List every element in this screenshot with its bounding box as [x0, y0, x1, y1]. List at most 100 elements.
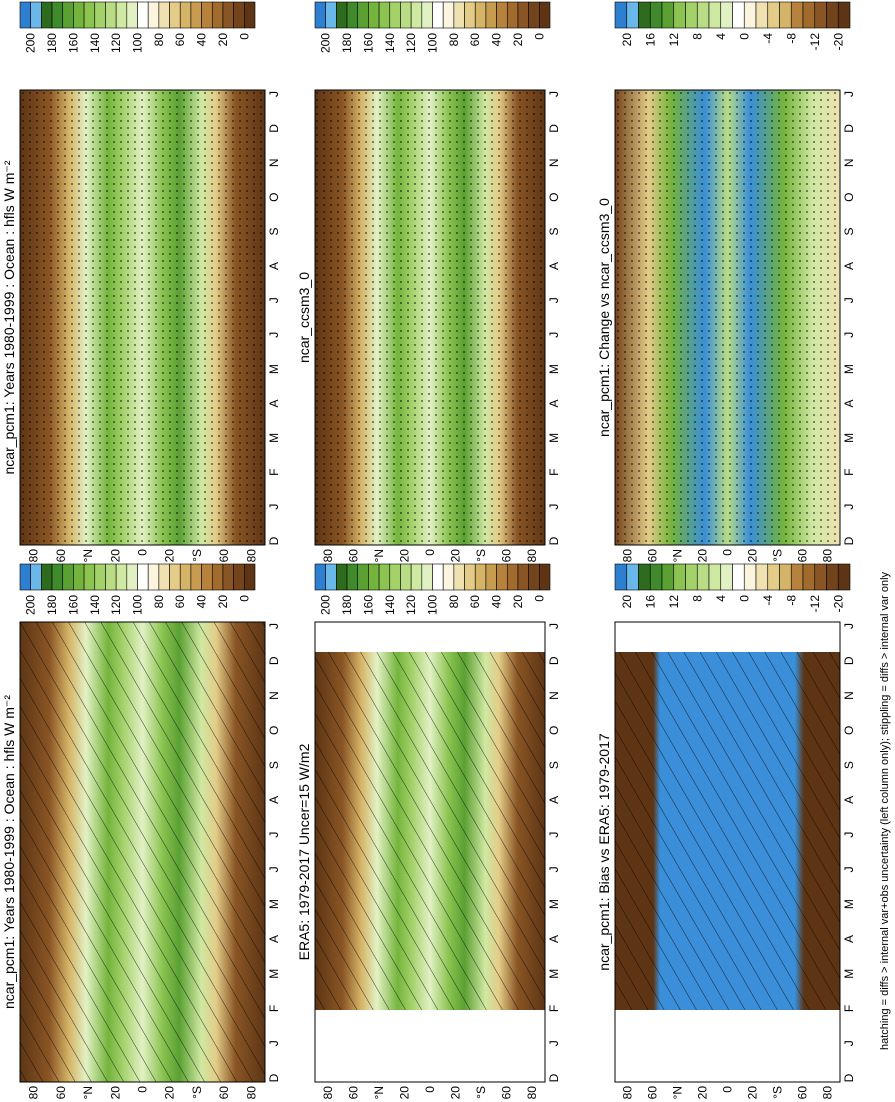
colorbar-box: [626, 563, 639, 591]
colorbar-label: 12: [667, 595, 681, 609]
colorbar-box: [147, 1, 160, 29]
colorbar-box: [83, 563, 96, 591]
colorbar-box: [755, 563, 769, 591]
colorbar-label: 0: [237, 33, 251, 40]
colorbar-box: [94, 563, 106, 591]
lat-label: 20: [397, 549, 411, 563]
lat-label: 20: [746, 1086, 760, 1100]
colorbar-box: [244, 1, 256, 29]
colorbar-box: [357, 1, 369, 29]
month-label: J: [842, 297, 856, 303]
panel-title: ncar_pcm1: Years 1980-1999 : Ocean : hfl…: [1, 160, 17, 474]
colorbar-label: 80: [152, 595, 166, 609]
colorbar-box: [190, 1, 202, 29]
colorbar-box: [779, 563, 792, 591]
colorbar-label: -12: [808, 595, 822, 613]
month-label: J: [547, 504, 561, 510]
month-label: D: [842, 124, 856, 133]
panel-title: ERA5: 1979-2017 Uncer=15 W/m2: [296, 743, 312, 960]
colorbar-box: [30, 1, 42, 29]
colorbar-label: 40: [195, 33, 209, 47]
colorbar-box: [336, 563, 348, 591]
colorbar-label: 200: [319, 595, 333, 615]
month-label: J: [547, 623, 561, 629]
colorbar-label: 140: [383, 33, 397, 53]
plot-frame: [314, 621, 546, 1083]
month-label: A: [267, 262, 281, 270]
colorbar-box: [506, 563, 519, 591]
colorbar-box: [464, 1, 476, 29]
colorbar-box: [83, 1, 96, 29]
month-label: M: [267, 969, 281, 979]
colorbar-box: [528, 1, 540, 29]
colorbar-box: [673, 1, 686, 29]
month-label: S: [267, 228, 281, 236]
colorbar-box: [105, 563, 117, 591]
month-label: N: [547, 158, 561, 167]
month-label: A: [842, 399, 856, 407]
month-label: M: [547, 433, 561, 443]
no-data: [615, 1010, 840, 1082]
colorbar-box: [41, 563, 53, 591]
colorbar-label: 200: [319, 33, 333, 53]
month-label: A: [842, 935, 856, 943]
overlay: [20, 622, 265, 1082]
overlay: [615, 652, 840, 1010]
month-label: A: [842, 262, 856, 270]
month-label: M: [842, 364, 856, 374]
month-label: N: [267, 691, 281, 700]
colorbar-box: [485, 563, 497, 591]
colorbar-box: [767, 563, 780, 591]
month-label: J: [267, 91, 281, 97]
lat-label: 60: [500, 1086, 514, 1100]
colorbar-box: [211, 1, 224, 29]
colorbar-box: [720, 1, 733, 29]
lat-label: 0: [136, 549, 150, 556]
colorbar-box: [400, 563, 412, 591]
colorbar-box: [539, 1, 551, 29]
panel-title: ncar_pcm1: Years 1980-1999 : Ocean : hfl…: [1, 695, 17, 1009]
month-label: S: [547, 228, 561, 236]
lat-label: 20: [696, 549, 710, 563]
colorbar-box: [126, 1, 138, 29]
colorbar-label: 100: [131, 33, 145, 53]
lat-label: °S: [474, 549, 488, 562]
colorbar-box: [421, 563, 433, 591]
colorbar-box: [201, 563, 213, 591]
lat-label: 80: [621, 549, 635, 563]
plot-frame: [614, 621, 841, 1083]
month-label: M: [842, 969, 856, 979]
colorbar-box: [169, 1, 181, 29]
colorbar-label: 20: [511, 595, 525, 609]
colorbar-box: [314, 1, 326, 29]
colorbar-label: 180: [45, 33, 59, 53]
colorbar-box: [105, 1, 117, 29]
lat-label: 0: [721, 1086, 735, 1093]
colorbar-label: 140: [88, 595, 102, 615]
colorbar-box: [708, 1, 722, 29]
colorbar-box: [432, 563, 444, 591]
month-label: J: [842, 832, 856, 838]
colorbar-box: [496, 563, 508, 591]
colorbar-label: 200: [24, 33, 38, 53]
colorbar-box: [378, 1, 391, 29]
colorbar-box: [314, 563, 326, 591]
colorbar-box: [51, 563, 64, 591]
lat-label: 80: [27, 549, 41, 563]
month-label: D: [842, 1073, 856, 1082]
lat-label: 60: [54, 549, 68, 563]
lat-label: 60: [646, 549, 660, 563]
month-label: D: [842, 656, 856, 665]
month-label: A: [267, 935, 281, 943]
colorbar-box: [767, 1, 780, 29]
plot-frame: [19, 621, 266, 1083]
colorbar-label: 4: [714, 33, 728, 40]
colorbar-box: [661, 563, 675, 591]
month-label: A: [842, 796, 856, 804]
lat-label: 0: [423, 1086, 437, 1093]
colorbar-box: [421, 1, 433, 29]
colorbar-label: 100: [426, 33, 440, 53]
panel-title: ncar_ccsm3_0: [296, 272, 312, 363]
colorbar-box: [62, 1, 74, 29]
colorbar-label: 120: [109, 595, 123, 615]
